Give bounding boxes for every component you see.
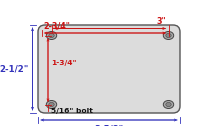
Ellipse shape [165, 33, 170, 38]
Text: 2-3/4": 2-3/4" [43, 22, 70, 30]
Ellipse shape [46, 32, 57, 39]
Text: 3-5/8": 3-5/8" [94, 124, 123, 126]
Ellipse shape [49, 102, 54, 107]
Text: 2-1/2": 2-1/2" [0, 65, 28, 73]
Text: 5/16" bolt: 5/16" bolt [51, 108, 92, 115]
Ellipse shape [46, 101, 57, 108]
FancyBboxPatch shape [38, 25, 179, 113]
Ellipse shape [163, 32, 173, 39]
Ellipse shape [49, 33, 54, 38]
Ellipse shape [165, 102, 170, 107]
Text: 1-3/4": 1-3/4" [51, 60, 76, 66]
Text: 3": 3" [156, 17, 165, 26]
Ellipse shape [163, 101, 173, 108]
